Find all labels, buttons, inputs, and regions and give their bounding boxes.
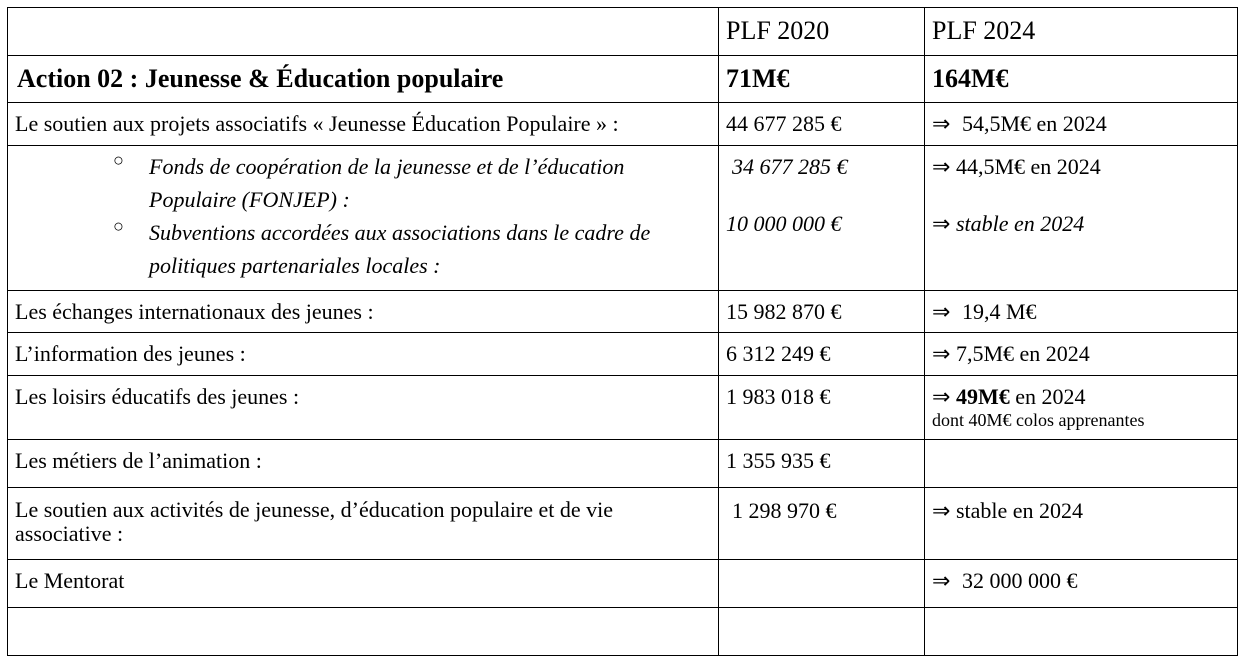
budget-table: PLF 2020 PLF 2024 Action 02 : Jeunesse &… (7, 7, 1238, 656)
row-label: Fonds de coopération de la jeunesse et d… (7, 145, 719, 291)
sub-plf2020: 10 000 000 € (726, 211, 842, 236)
row-label: Les loisirs éducatifs des jeunes : (7, 375, 719, 440)
row-plf2020: 1 298 970 € (718, 487, 925, 560)
sub-item: Fonds de coopération de la jeunesse et d… (113, 147, 711, 216)
row-plf2024: ⇒ 32 000 000 € (924, 559, 1238, 608)
row-plf2024-text: 7,5M€ en 2024 (955, 341, 1090, 366)
table-row: Les loisirs éducatifs des jeunes : 1 983… (7, 375, 1238, 440)
arrow-icon: ⇒ (932, 154, 951, 179)
row-plf2024-bold: 49M€ (955, 384, 1010, 409)
action-plf2024: 164M€ (924, 55, 1238, 103)
row-plf2024: ⇒ 49M€ en 2024 dont 40M€ colos apprenante… (924, 375, 1238, 440)
sub-plf2024: 44,5M€ en 2024 (955, 154, 1101, 179)
header-plf2020: PLF 2020 (718, 7, 925, 56)
header-cell-label (7, 7, 719, 56)
row-plf2024-text: stable en 2024 (955, 498, 1084, 523)
empty-cell (924, 607, 1238, 656)
table-row: Le soutien aux activités de jeunesse, d’… (7, 487, 1238, 560)
table-row: Les métiers de l’animation : 1 355 935 € (7, 439, 1238, 488)
row-plf2024 (924, 439, 1238, 488)
empty-row (7, 607, 1238, 656)
row-plf2024-text: 19,4 M€ (961, 299, 1037, 324)
sub-list: Fonds de coopération de la jeunesse et d… (15, 147, 711, 282)
empty-cell (718, 607, 925, 656)
action-label: Action 02 : Jeunesse & Éducation populai… (7, 55, 719, 103)
table-row: Les échanges internationaux des jeunes :… (7, 290, 1238, 333)
row-plf2024-text: 32 000 000 € (961, 568, 1078, 593)
arrow-icon: ⇒ (932, 384, 951, 409)
row-label: Le soutien aux activités de jeunesse, d’… (7, 487, 719, 560)
row-label: Les échanges internationaux des jeunes : (7, 290, 719, 333)
row-plf2024: ⇒ 7,5M€ en 2024 (924, 332, 1238, 376)
row-plf2024-text: en 2024 (1015, 384, 1086, 409)
row-plf2024: ⇒ 19,4 M€ (924, 290, 1238, 333)
header-row: PLF 2020 PLF 2024 (7, 7, 1238, 56)
row-plf2024: ⇒ 44,5M€ en 2024 ⇒ stable en 2024 (924, 145, 1238, 291)
sub-plf2020: 34 677 285 € (732, 154, 848, 179)
action-row: Action 02 : Jeunesse & Éducation populai… (7, 55, 1238, 103)
table-row: L’information des jeunes : 6 312 249 € ⇒… (7, 332, 1238, 376)
table-row: Le Mentorat ⇒ 32 000 000 € (7, 559, 1238, 608)
row-plf2020: 6 312 249 € (718, 332, 925, 376)
sub-plf2024: stable en 2024 (955, 211, 1085, 236)
row-plf2024: ⇒ 54,5M€ en 2024 (924, 102, 1238, 146)
row-label: Le Mentorat (7, 559, 719, 608)
row-label: Le soutien aux projets associatifs « Jeu… (7, 102, 719, 146)
arrow-icon: ⇒ (932, 111, 951, 136)
row-plf2020: 34 677 285 € 10 000 000 € (718, 145, 925, 291)
row-plf2024: ⇒ stable en 2024 (924, 487, 1238, 560)
row-plf2020: 1 355 935 € (718, 439, 925, 488)
table-row-sub: Fonds de coopération de la jeunesse et d… (7, 145, 1238, 291)
row-label: L’information des jeunes : (7, 332, 719, 376)
arrow-icon: ⇒ (932, 498, 951, 523)
arrow-icon: ⇒ (932, 299, 951, 324)
action-plf2020: 71M€ (718, 55, 925, 103)
row-plf2020: 15 982 870 € (718, 290, 925, 333)
arrow-icon: ⇒ (932, 341, 951, 366)
table-row: Le soutien aux projets associatifs « Jeu… (7, 102, 1238, 146)
row-plf2024-text: 54,5M€ en 2024 (961, 111, 1107, 136)
empty-cell (7, 607, 719, 656)
arrow-icon: ⇒ (932, 211, 951, 236)
sub-item: Subventions accordées aux associations d… (113, 210, 711, 282)
arrow-icon: ⇒ (932, 568, 951, 593)
row-label: Les métiers de l’animation : (7, 439, 719, 488)
header-plf2024: PLF 2024 (924, 7, 1238, 56)
row-plf2020: 44 677 285 € (718, 102, 925, 146)
row-plf2020: 1 983 018 € (718, 375, 925, 440)
row-plf2020 (718, 559, 925, 608)
row-plf2024-note: dont 40M€ colos apprenantes (932, 410, 1145, 430)
